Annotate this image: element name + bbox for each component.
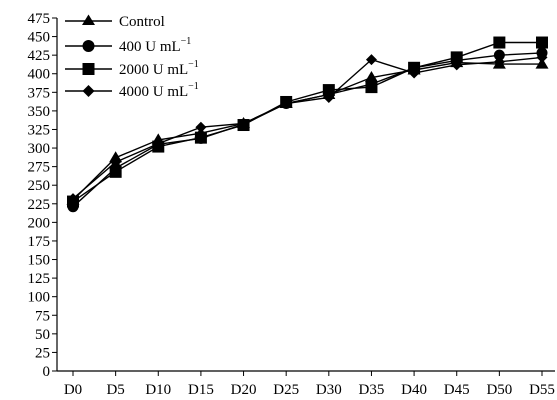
y-tick-label: 125: [28, 271, 51, 287]
data-point: [365, 54, 377, 66]
legend-item-400: 400 U mL−1: [65, 36, 191, 55]
x-tick-label: D5: [106, 382, 124, 398]
legend-label-400: 400 U mL−1: [119, 36, 191, 55]
data-point: [110, 156, 122, 168]
legend-item-4000: 4000 U mL−1: [65, 81, 199, 100]
series-layer: [66, 36, 549, 213]
series-line: [72, 52, 543, 208]
y-tick-label: 475: [28, 11, 51, 27]
legend-label-control: Control: [119, 14, 165, 30]
x-axis-ticks: D0 D5 D10 D15 D20 D25 D30 D35 D40 D45 D50 D55: [64, 371, 555, 398]
circle-marker-icon: [82, 40, 95, 52]
legend-item-2000: 2000 U mL−1: [65, 59, 199, 78]
data-point: [408, 67, 420, 79]
data-point: [536, 51, 548, 63]
y-tick-label: 25: [35, 345, 50, 361]
y-tick-label: 325: [28, 122, 51, 138]
square-marker-icon: [82, 63, 95, 75]
x-tick-label: D10: [145, 382, 171, 398]
data-point: [323, 92, 335, 104]
x-tick-label: D0: [64, 382, 82, 398]
y-tick-label: 400: [28, 67, 51, 83]
y-tick-label: 350: [28, 104, 51, 120]
y-tick-label: 200: [28, 215, 51, 231]
y-axis-ticks: 0 25 50 75 100 125 150 175 200 225 250 275 300 325 350…: [28, 11, 57, 380]
y-tick-label: 425: [28, 48, 51, 64]
y-tick-label: 225: [28, 197, 51, 213]
axes: [56, 18, 555, 372]
data-point: [238, 118, 250, 130]
data-point: [365, 81, 378, 94]
y-tick-label: 50: [35, 327, 50, 343]
data-point: [280, 97, 292, 109]
data-point: [451, 59, 463, 71]
data-point: [194, 131, 207, 144]
series-line: [72, 41, 542, 203]
y-tick-label: 275: [28, 160, 51, 176]
x-tick-label: D45: [444, 382, 470, 398]
data-point: [493, 56, 505, 68]
data-point: [152, 138, 164, 150]
legend: Control 400 U mL−1 2000 U mL−1 4000 U mL…: [65, 14, 199, 100]
y-tick-label: 100: [28, 290, 51, 306]
series-diamond: [67, 51, 548, 205]
legend-item-control: Control: [65, 14, 165, 30]
series-triangle: [66, 56, 549, 205]
x-tick-label: D30: [316, 382, 342, 398]
y-tick-label: 250: [28, 178, 51, 194]
y-tick-label: 450: [28, 30, 51, 46]
y-tick-label: 300: [28, 141, 51, 157]
x-tick-label: D25: [273, 382, 299, 398]
data-point: [195, 121, 207, 133]
x-tick-label: D35: [359, 382, 385, 398]
data-point: [536, 36, 548, 49]
x-tick-label: D20: [231, 382, 257, 398]
data-point: [535, 57, 549, 69]
y-tick-label: 175: [28, 234, 51, 250]
data-point: [109, 165, 122, 178]
series-line: [72, 56, 543, 200]
x-tick-label: D15: [188, 382, 214, 398]
legend-label-4000: 4000 U mL−1: [119, 81, 199, 100]
data-point: [364, 70, 378, 82]
data-point: [67, 193, 79, 205]
data-point: [493, 36, 506, 49]
legend-label-2000: 2000 U mL−1: [119, 59, 199, 78]
data-point: [322, 84, 335, 97]
triangle-marker-icon: [82, 14, 95, 25]
y-tick-label: 150: [28, 253, 51, 269]
x-tick-label: D55: [529, 382, 555, 398]
y-tick-label: 75: [35, 308, 50, 324]
x-tick-label: D40: [401, 382, 427, 398]
data-point: [493, 49, 505, 61]
y-tick-label: 375: [28, 85, 51, 101]
y-tick-label: 0: [43, 364, 51, 380]
x-tick-label: D50: [486, 382, 512, 398]
diamond-marker-icon: [82, 85, 95, 97]
data-point: [450, 51, 463, 64]
